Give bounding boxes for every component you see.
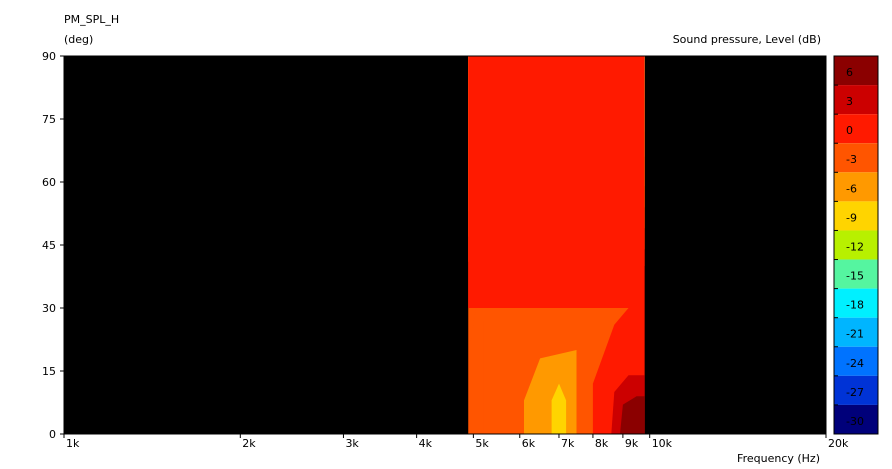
colorbar-swatch xyxy=(834,259,878,289)
colorbar-label: -3 xyxy=(846,153,857,166)
colorbar-swatch xyxy=(834,346,878,376)
x-tick-label: 5k xyxy=(475,437,489,450)
colorbar-label: 3 xyxy=(846,95,853,108)
colorbar-label: -6 xyxy=(846,182,857,195)
chart-title: PM_SPL_H xyxy=(64,13,120,26)
colorbar-swatch xyxy=(834,404,878,434)
colorbar-title: Sound pressure, Level (dB) xyxy=(672,33,821,46)
colorbar: 6 3 0 -3 -6 -9 -12 -15 -18 -21 -24 -27 -30 xyxy=(833,55,879,435)
colorbar-label: -30 xyxy=(846,415,864,428)
y-tick-label: 30 xyxy=(42,302,56,315)
y-axis-unit: (deg) xyxy=(64,33,94,46)
x-tick-label: 8k xyxy=(595,437,609,450)
x-tick-label: 9k xyxy=(625,437,639,450)
colorbar-label: 6 xyxy=(846,66,853,79)
x-tick-label: 1k xyxy=(66,437,80,450)
y-tick-label: 15 xyxy=(42,365,56,378)
colorbar-swatch xyxy=(834,288,878,318)
x-tick-label: 6k xyxy=(522,437,536,450)
colorbar-swatch xyxy=(834,201,878,231)
colorbar-swatch xyxy=(834,375,878,405)
colorbar-frame xyxy=(833,55,879,435)
y-tick-label: 45 xyxy=(42,239,56,252)
colorbar-swatch xyxy=(834,172,878,202)
heat-lobe-0 xyxy=(469,308,484,434)
colorbar-swatch xyxy=(834,230,878,260)
y-tick-label: 60 xyxy=(42,176,56,189)
colorbar-label: -9 xyxy=(846,211,857,224)
colorbar-label: -12 xyxy=(846,240,864,253)
colorbar-label: -27 xyxy=(846,386,864,399)
x-axis-title: Frequency (Hz) xyxy=(737,452,820,465)
y-tick-label: 90 xyxy=(42,50,56,63)
heat-layer xyxy=(468,56,645,434)
x-tick-label: 2k xyxy=(242,437,256,450)
colorbar-swatch xyxy=(834,317,878,347)
x-tick-label: 3k xyxy=(345,437,359,450)
plot-area xyxy=(64,56,826,434)
heat-lobe-2 xyxy=(551,383,567,434)
colorbar-swatch xyxy=(834,85,878,115)
plot-frame xyxy=(63,55,827,435)
colorbar-swatch xyxy=(834,143,878,173)
y-tick-label: 0 xyxy=(49,428,56,441)
x-tick-label: 20k xyxy=(828,437,849,450)
colorbar-label: -21 xyxy=(846,328,864,341)
colorbar-label: 0 xyxy=(846,124,853,137)
y-tick-label: 75 xyxy=(42,113,56,126)
heat-band-10 xyxy=(468,56,645,308)
y-axis: 0 15 30 45 60 75 90 xyxy=(42,50,64,441)
colorbar-label: -18 xyxy=(846,299,864,312)
x-tick-label: 4k xyxy=(419,437,433,450)
heat-lobe-5 xyxy=(620,396,645,434)
x-tick-label: 10k xyxy=(652,437,673,450)
colorbar-label: -24 xyxy=(846,357,864,370)
colorbar-swatch xyxy=(834,114,878,144)
colorbar-label: -15 xyxy=(846,270,864,283)
x-tick-label: 7k xyxy=(561,437,575,450)
colorbar-swatch xyxy=(834,56,878,86)
x-axis: 1k 2k 3k 4k 5k 6k 7k 8k 9k 10k 20k xyxy=(63,434,849,450)
